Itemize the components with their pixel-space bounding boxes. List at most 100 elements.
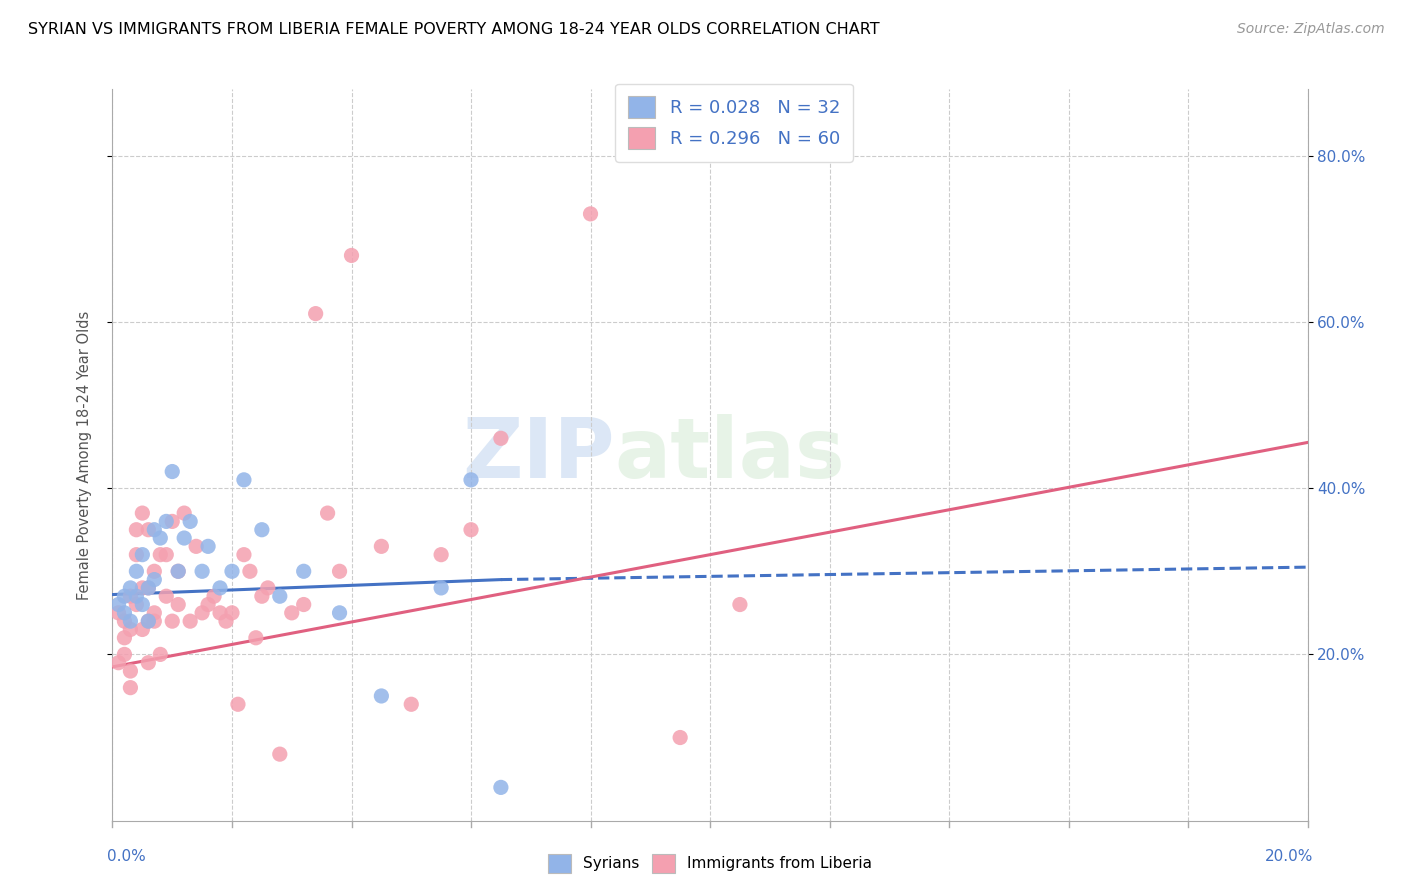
Point <box>120 589 142 603</box>
Point <box>120 623 142 637</box>
Point <box>125 589 148 603</box>
Point <box>191 606 214 620</box>
Point <box>304 307 326 321</box>
Point <box>155 548 177 562</box>
Point <box>131 548 153 562</box>
Text: SYRIAN VS IMMIGRANTS FROM LIBERIA FEMALE POVERTY AMONG 18-24 YEAR OLDS CORRELATI: SYRIAN VS IMMIGRANTS FROM LIBERIA FEMALE… <box>28 22 880 37</box>
Point <box>120 614 142 628</box>
Point <box>107 656 129 670</box>
Point <box>401 698 423 712</box>
Point <box>143 606 166 620</box>
Point <box>125 564 148 578</box>
Point <box>149 548 172 562</box>
Point <box>125 598 148 612</box>
Point <box>131 598 153 612</box>
Point <box>179 515 201 529</box>
Point <box>143 614 166 628</box>
Text: ZIP: ZIP <box>463 415 614 495</box>
Point <box>191 564 214 578</box>
Point <box>257 581 280 595</box>
Point <box>269 747 291 761</box>
Point <box>149 531 172 545</box>
Legend: Syrians, Immigrants from Liberia: Syrians, Immigrants from Liberia <box>541 848 879 879</box>
Point <box>489 780 512 795</box>
Point <box>292 564 315 578</box>
Point <box>143 564 166 578</box>
Point <box>155 515 177 529</box>
Y-axis label: Female Poverty Among 18-24 Year Olds: Female Poverty Among 18-24 Year Olds <box>77 310 91 599</box>
Point <box>430 548 453 562</box>
Point <box>215 614 238 628</box>
Point <box>120 681 142 695</box>
Point <box>202 589 225 603</box>
Point <box>197 539 219 553</box>
Point <box>340 248 363 262</box>
Text: 20.0%: 20.0% <box>1265 849 1313 863</box>
Point <box>138 614 160 628</box>
Point <box>138 523 160 537</box>
Point <box>167 564 190 578</box>
Point <box>489 431 512 445</box>
Point <box>143 523 166 537</box>
Point <box>120 664 142 678</box>
Point <box>221 606 243 620</box>
Point <box>208 606 231 620</box>
Point <box>197 598 219 612</box>
Point <box>120 581 142 595</box>
Point <box>281 606 304 620</box>
Point <box>430 581 453 595</box>
Point <box>167 598 190 612</box>
Point <box>232 473 256 487</box>
Point <box>232 548 256 562</box>
Point <box>579 207 602 221</box>
Point <box>131 623 153 637</box>
Point <box>107 606 129 620</box>
Point <box>114 648 135 662</box>
Point <box>316 506 339 520</box>
Text: atlas: atlas <box>614 415 845 495</box>
Point <box>208 581 231 595</box>
Point <box>460 473 482 487</box>
Point <box>162 614 183 628</box>
Point <box>155 589 177 603</box>
Point <box>239 564 262 578</box>
Point <box>131 581 153 595</box>
Point <box>328 606 352 620</box>
Point <box>162 515 183 529</box>
Point <box>292 598 315 612</box>
Point <box>186 539 208 553</box>
Point <box>221 564 243 578</box>
Point <box>138 581 160 595</box>
Point <box>167 564 190 578</box>
Point <box>370 539 392 553</box>
Point <box>138 614 160 628</box>
Point <box>328 564 352 578</box>
Point <box>162 465 183 479</box>
Point <box>114 606 135 620</box>
Point <box>245 631 267 645</box>
Point <box>179 614 201 628</box>
Point <box>669 731 692 745</box>
Point <box>114 631 135 645</box>
Text: Source: ZipAtlas.com: Source: ZipAtlas.com <box>1237 22 1385 37</box>
Point <box>125 523 148 537</box>
Point <box>173 531 195 545</box>
Point <box>269 589 291 603</box>
Point <box>131 506 153 520</box>
Point <box>149 648 172 662</box>
Point <box>250 589 273 603</box>
Point <box>226 698 249 712</box>
Point <box>728 598 751 612</box>
Text: 0.0%: 0.0% <box>107 849 145 863</box>
Point <box>173 506 195 520</box>
Point <box>460 523 482 537</box>
Point <box>107 598 129 612</box>
Point <box>138 656 160 670</box>
Point <box>138 581 160 595</box>
Point <box>143 573 166 587</box>
Point <box>114 589 135 603</box>
Point <box>114 614 135 628</box>
Point <box>125 548 148 562</box>
Point <box>370 689 392 703</box>
Point <box>250 523 273 537</box>
